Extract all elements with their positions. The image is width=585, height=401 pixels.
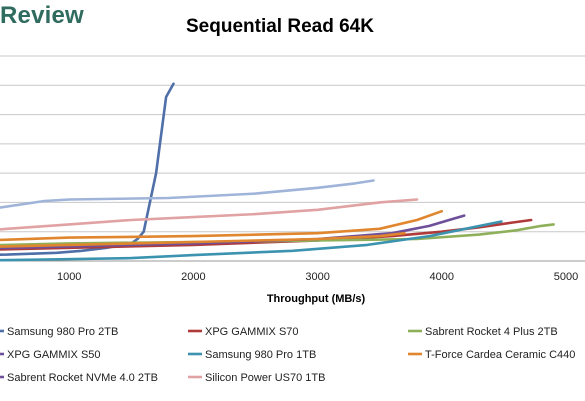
x-axis-label: Throughput (MB/s) — [267, 293, 366, 305]
legend-item: XPG GAMMIX S70 — [188, 326, 299, 338]
x-tick-label: 5000 — [554, 271, 578, 283]
legend-item: T-Force Cardea Ceramic C440 — [408, 349, 575, 361]
site-logo: Review — [0, 2, 84, 29]
legend-label: Sabrent Rocket NVMe 4.0 2TB — [7, 372, 158, 384]
legend-label: T-Force Cardea Ceramic C440 — [425, 349, 575, 361]
legend-item: Silicon Power US70 1TB — [188, 372, 325, 384]
legend-item: Sabrent Rocket NVMe 4.0 2TB — [0, 372, 158, 384]
legend-label: XPG GAMMIX S50 — [7, 349, 101, 361]
legend: Samsung 980 Pro 2TB XPG GAMMIX S70 Sabrent… — [0, 326, 575, 384]
legend-item: XPG GAMMIX S50 — [0, 349, 101, 361]
chart-title: Sequential Read 64K — [186, 16, 374, 37]
legend-label: Silicon Power US70 1TB — [205, 372, 325, 384]
series-line-2 — [0, 218, 533, 251]
x-tick-label: 2000 — [181, 271, 205, 283]
x-tick-label: 4000 — [430, 271, 454, 283]
x-tick-label: 3000 — [305, 271, 329, 283]
series-line-5 — [0, 220, 503, 262]
series-line-8 — [0, 198, 419, 231]
legend-label: XPG GAMMIX S70 — [205, 326, 299, 338]
series-line-9 — [0, 179, 375, 209]
x-tick-label: 1000 — [57, 271, 81, 283]
legend-item: Sabrent Rocket 4 Plus 2TB — [408, 326, 558, 338]
legend-item: Samsung 980 Pro 1TB — [188, 349, 316, 361]
series-line-7 — [0, 231, 406, 248]
series-group — [0, 82, 555, 262]
legend-label: Samsung 980 Pro 2TB — [7, 326, 118, 338]
series-line-1 — [0, 82, 175, 256]
legend-label: Samsung 980 Pro 1TB — [205, 349, 316, 361]
x-tick-labels: 1000 2000 3000 4000 5000 — [57, 271, 578, 283]
gridlines — [0, 55, 585, 262]
series-line-6 — [0, 209, 444, 242]
legend-item: Samsung 980 Pro 2TB — [0, 326, 118, 338]
legend-label: Sabrent Rocket 4 Plus 2TB — [425, 326, 558, 338]
